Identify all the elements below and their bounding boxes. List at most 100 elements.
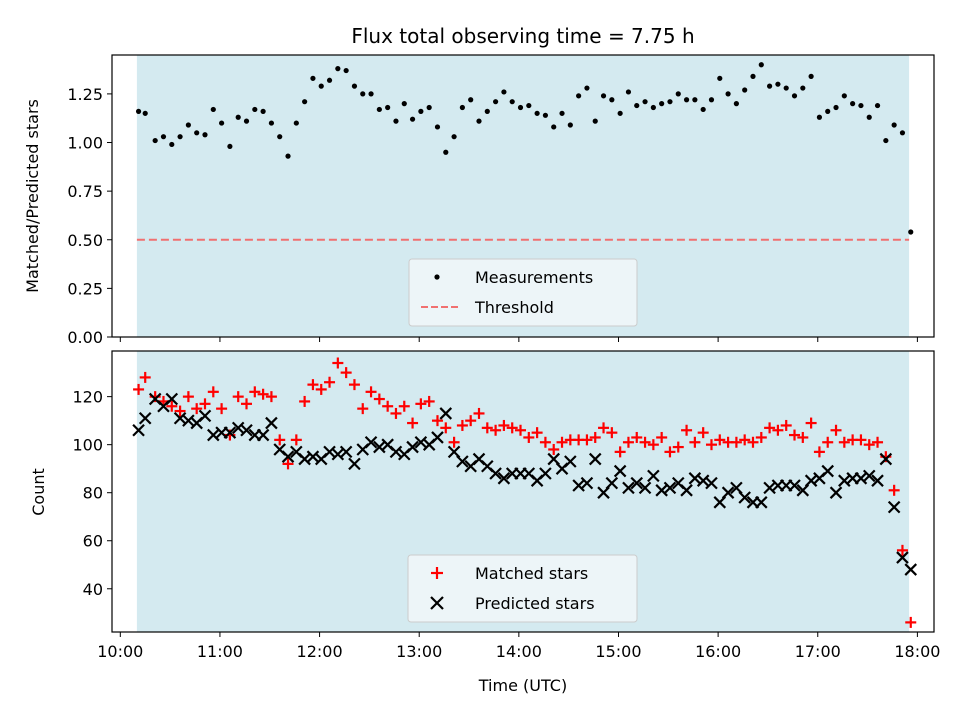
measurement-point <box>733 101 739 107</box>
matched-star-point <box>166 400 178 412</box>
measurement-point <box>210 106 216 113</box>
measurement-point <box>501 89 507 95</box>
measurement-point <box>351 83 358 89</box>
measurement-point <box>476 118 482 124</box>
matched-star-point <box>398 400 410 412</box>
top-axes-frame <box>111 54 935 338</box>
measurement-point <box>335 66 341 72</box>
matched-star-point <box>290 434 302 446</box>
predicted-star-point <box>862 469 876 483</box>
measurement-point <box>642 99 648 105</box>
measurement-point <box>783 85 789 91</box>
matched-star-point <box>772 424 784 436</box>
legend-measurements-marker <box>434 274 440 280</box>
measurement-point <box>468 97 474 103</box>
matched-star-point <box>282 458 294 470</box>
x-tick-label: 16:00 <box>695 642 741 661</box>
measurement-point <box>293 120 299 126</box>
measurement-point <box>775 81 781 87</box>
bottom-axes-frame <box>111 350 935 633</box>
matched-star-point <box>139 371 151 383</box>
legend-predicted-label: Predicted stars <box>475 594 595 613</box>
measurement-point <box>576 93 582 99</box>
measurement-point <box>385 104 391 111</box>
measurements-series <box>135 62 914 235</box>
measurement-point <box>667 99 673 105</box>
matched-star-point <box>805 417 817 429</box>
measurement-point <box>152 137 158 144</box>
matched-star-point <box>515 424 527 436</box>
measurement-point <box>135 108 142 114</box>
matched-star-point <box>556 436 568 448</box>
top-legend-box <box>408 258 638 327</box>
matched-star-point <box>548 443 560 455</box>
matched-star-point <box>390 407 402 419</box>
measurement-point <box>443 149 449 155</box>
predicted-star-point <box>647 469 660 483</box>
matched-star-point <box>191 403 203 415</box>
predicted-star-point <box>755 496 768 509</box>
predicted-star-point <box>887 500 901 514</box>
predicted-star-point <box>705 476 718 490</box>
measurement-point <box>202 132 208 138</box>
predicted-star-point <box>198 409 212 423</box>
measurement-point <box>908 229 914 235</box>
measurement-point <box>567 122 573 128</box>
measurement-point <box>609 97 615 103</box>
measurement-point <box>725 91 731 97</box>
matched-star-point <box>606 427 618 439</box>
predicted-star-point <box>165 392 179 406</box>
measurement-point <box>883 137 889 144</box>
measurement-point <box>252 106 258 113</box>
predicted-star-point <box>240 423 253 437</box>
measurement-point <box>899 130 906 136</box>
predicted-star-point <box>630 476 644 490</box>
measurement-point <box>891 122 897 128</box>
matched-star-point <box>755 431 767 443</box>
measurement-point <box>791 93 798 99</box>
measurement-point <box>808 73 814 79</box>
matched-star-point <box>207 386 219 398</box>
measurement-point <box>592 118 598 124</box>
predicted-star-point <box>680 484 693 497</box>
matched-star-point <box>133 383 145 395</box>
matched-star-point <box>631 431 643 443</box>
x-tick-label: 14:00 <box>496 642 542 661</box>
predicted-star-point <box>788 479 801 492</box>
predicted-star-point <box>364 435 378 449</box>
matched-star-point <box>830 424 842 436</box>
predicted-star-point <box>539 467 552 480</box>
top-x-axis-ticks <box>119 337 918 342</box>
legend-matched-label: Matched stars <box>475 564 588 583</box>
measurement-point <box>526 102 532 109</box>
predicted-star-point <box>439 407 453 420</box>
predicted-star-point <box>431 431 444 444</box>
predicted-star-point <box>265 416 278 430</box>
legend-matched-marker <box>431 567 443 579</box>
measurement-point <box>617 110 623 116</box>
matched-star-point <box>789 429 801 441</box>
matched-star-point <box>340 367 352 379</box>
measurement-point <box>750 73 756 79</box>
predicted-star-point <box>564 455 577 468</box>
matched-star-point <box>539 436 551 448</box>
top-y-tick-label: 0.50 <box>67 231 103 250</box>
x-tick-label: 11:00 <box>197 642 243 661</box>
matched-star-point <box>639 436 651 448</box>
legend-threshold-label: Threshold <box>474 298 554 317</box>
matched-star-point <box>863 439 875 451</box>
predicted-star-point <box>638 481 652 495</box>
bottom-x-axis: 10:00 11:00 12:00 13:00 14:00 15:00 16:00 17:00… <box>97 632 940 661</box>
predicted-star-point <box>138 411 152 425</box>
measurement-point <box>409 116 416 122</box>
predicted-star-point <box>738 491 751 504</box>
matched-star-point <box>797 431 809 443</box>
bottom-y-tick-label: 60 <box>83 532 103 551</box>
bottom-y-axis-label: Count <box>29 468 48 516</box>
measurement-point <box>816 114 823 120</box>
predicted-star-point <box>281 450 295 463</box>
measurement-point <box>194 130 200 136</box>
measurement-point <box>219 120 225 126</box>
matched-star-point <box>274 434 286 446</box>
matched-star-point <box>622 436 634 448</box>
